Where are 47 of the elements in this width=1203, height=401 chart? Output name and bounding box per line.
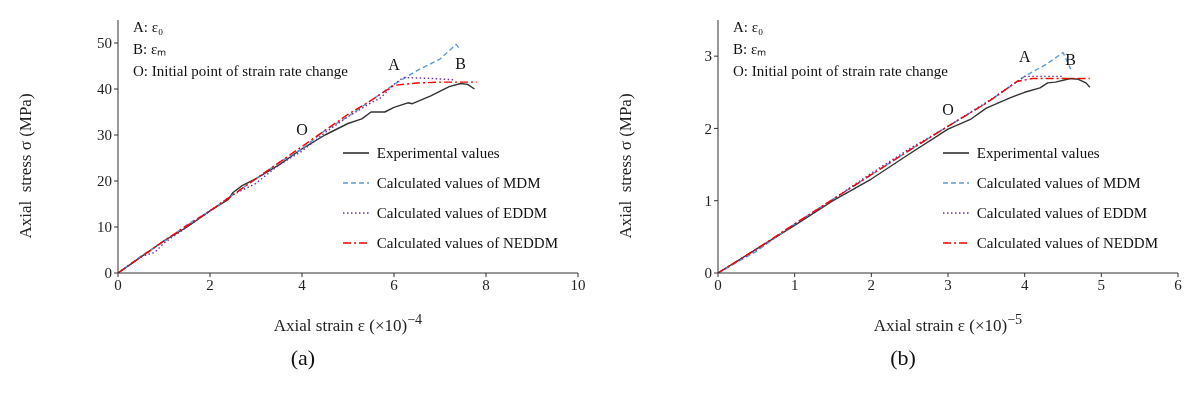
legend-label: Experimental values [376,144,500,162]
x-tick-label: 4 [1020,276,1029,293]
text: (a) [289,345,317,371]
x-tick-label: 10 [570,276,586,293]
x-tick-label: 6 [390,276,399,293]
annotation: O [296,120,308,138]
y-axis-title: Axial stress σ (MPa) [16,92,36,239]
annotation: A: ε₀ [133,18,165,37]
y-tick-label: 40 [97,81,112,98]
x-tick-label: 3 [944,276,952,293]
y-tick-label: 0 [704,265,712,282]
x-tick-label: 4 [298,276,307,293]
legend-label: Calculated values of MDM [376,174,541,192]
annotation: B: εₘ [733,40,768,59]
legend-label: Experimental values [976,144,1100,162]
y-tick-label: 10 [97,219,112,236]
x-axis-title: Axial strain ε (×10)$^{−5}$ [872,311,1024,336]
annotation: B [455,55,467,73]
x-tick-label: 2 [206,276,214,293]
text: (b) [889,345,917,371]
y-tick-label: 20 [97,173,112,190]
annotation: A [388,56,401,74]
y-axis-title: Axial stress σ (MPa) [616,92,636,239]
annotation: B [1065,50,1076,68]
y-tick-label: 1 [704,193,712,210]
legend-label: Calculated values of NEDDM [376,234,558,252]
annotation: O: Initial point of strain rate change [133,62,348,81]
x-tick-label: 5 [1097,276,1106,293]
annotation: O [942,101,954,119]
x-axis-title: Axial strain ε (×10)$^{−4}$ [272,311,424,336]
legend-label: Calculated values of EDDM [976,204,1148,222]
y-tick-label: 50 [97,35,112,52]
legend-label: Calculated values of MDM [976,174,1141,192]
legend-label: Calculated values of NEDDM [976,234,1158,252]
annotation: O: Initial point of strain rate change [733,62,948,81]
x-tick-label: 1 [790,276,799,293]
x-tick-label: 8 [482,276,490,293]
annotation: B: εₘ [133,40,168,59]
annotation: A: ε₀ [733,18,765,37]
x-tick-label: 2 [867,276,876,293]
y-tick-label: 0 [104,265,112,282]
x-tick-label: 6 [1174,276,1183,293]
y-tick-label: 2 [704,120,712,137]
y-tick-label: 30 [97,127,112,144]
legend-label: Calculated values of EDDM [376,204,548,222]
y-tick-label: 3 [704,48,712,65]
annotation: A [1018,48,1031,66]
